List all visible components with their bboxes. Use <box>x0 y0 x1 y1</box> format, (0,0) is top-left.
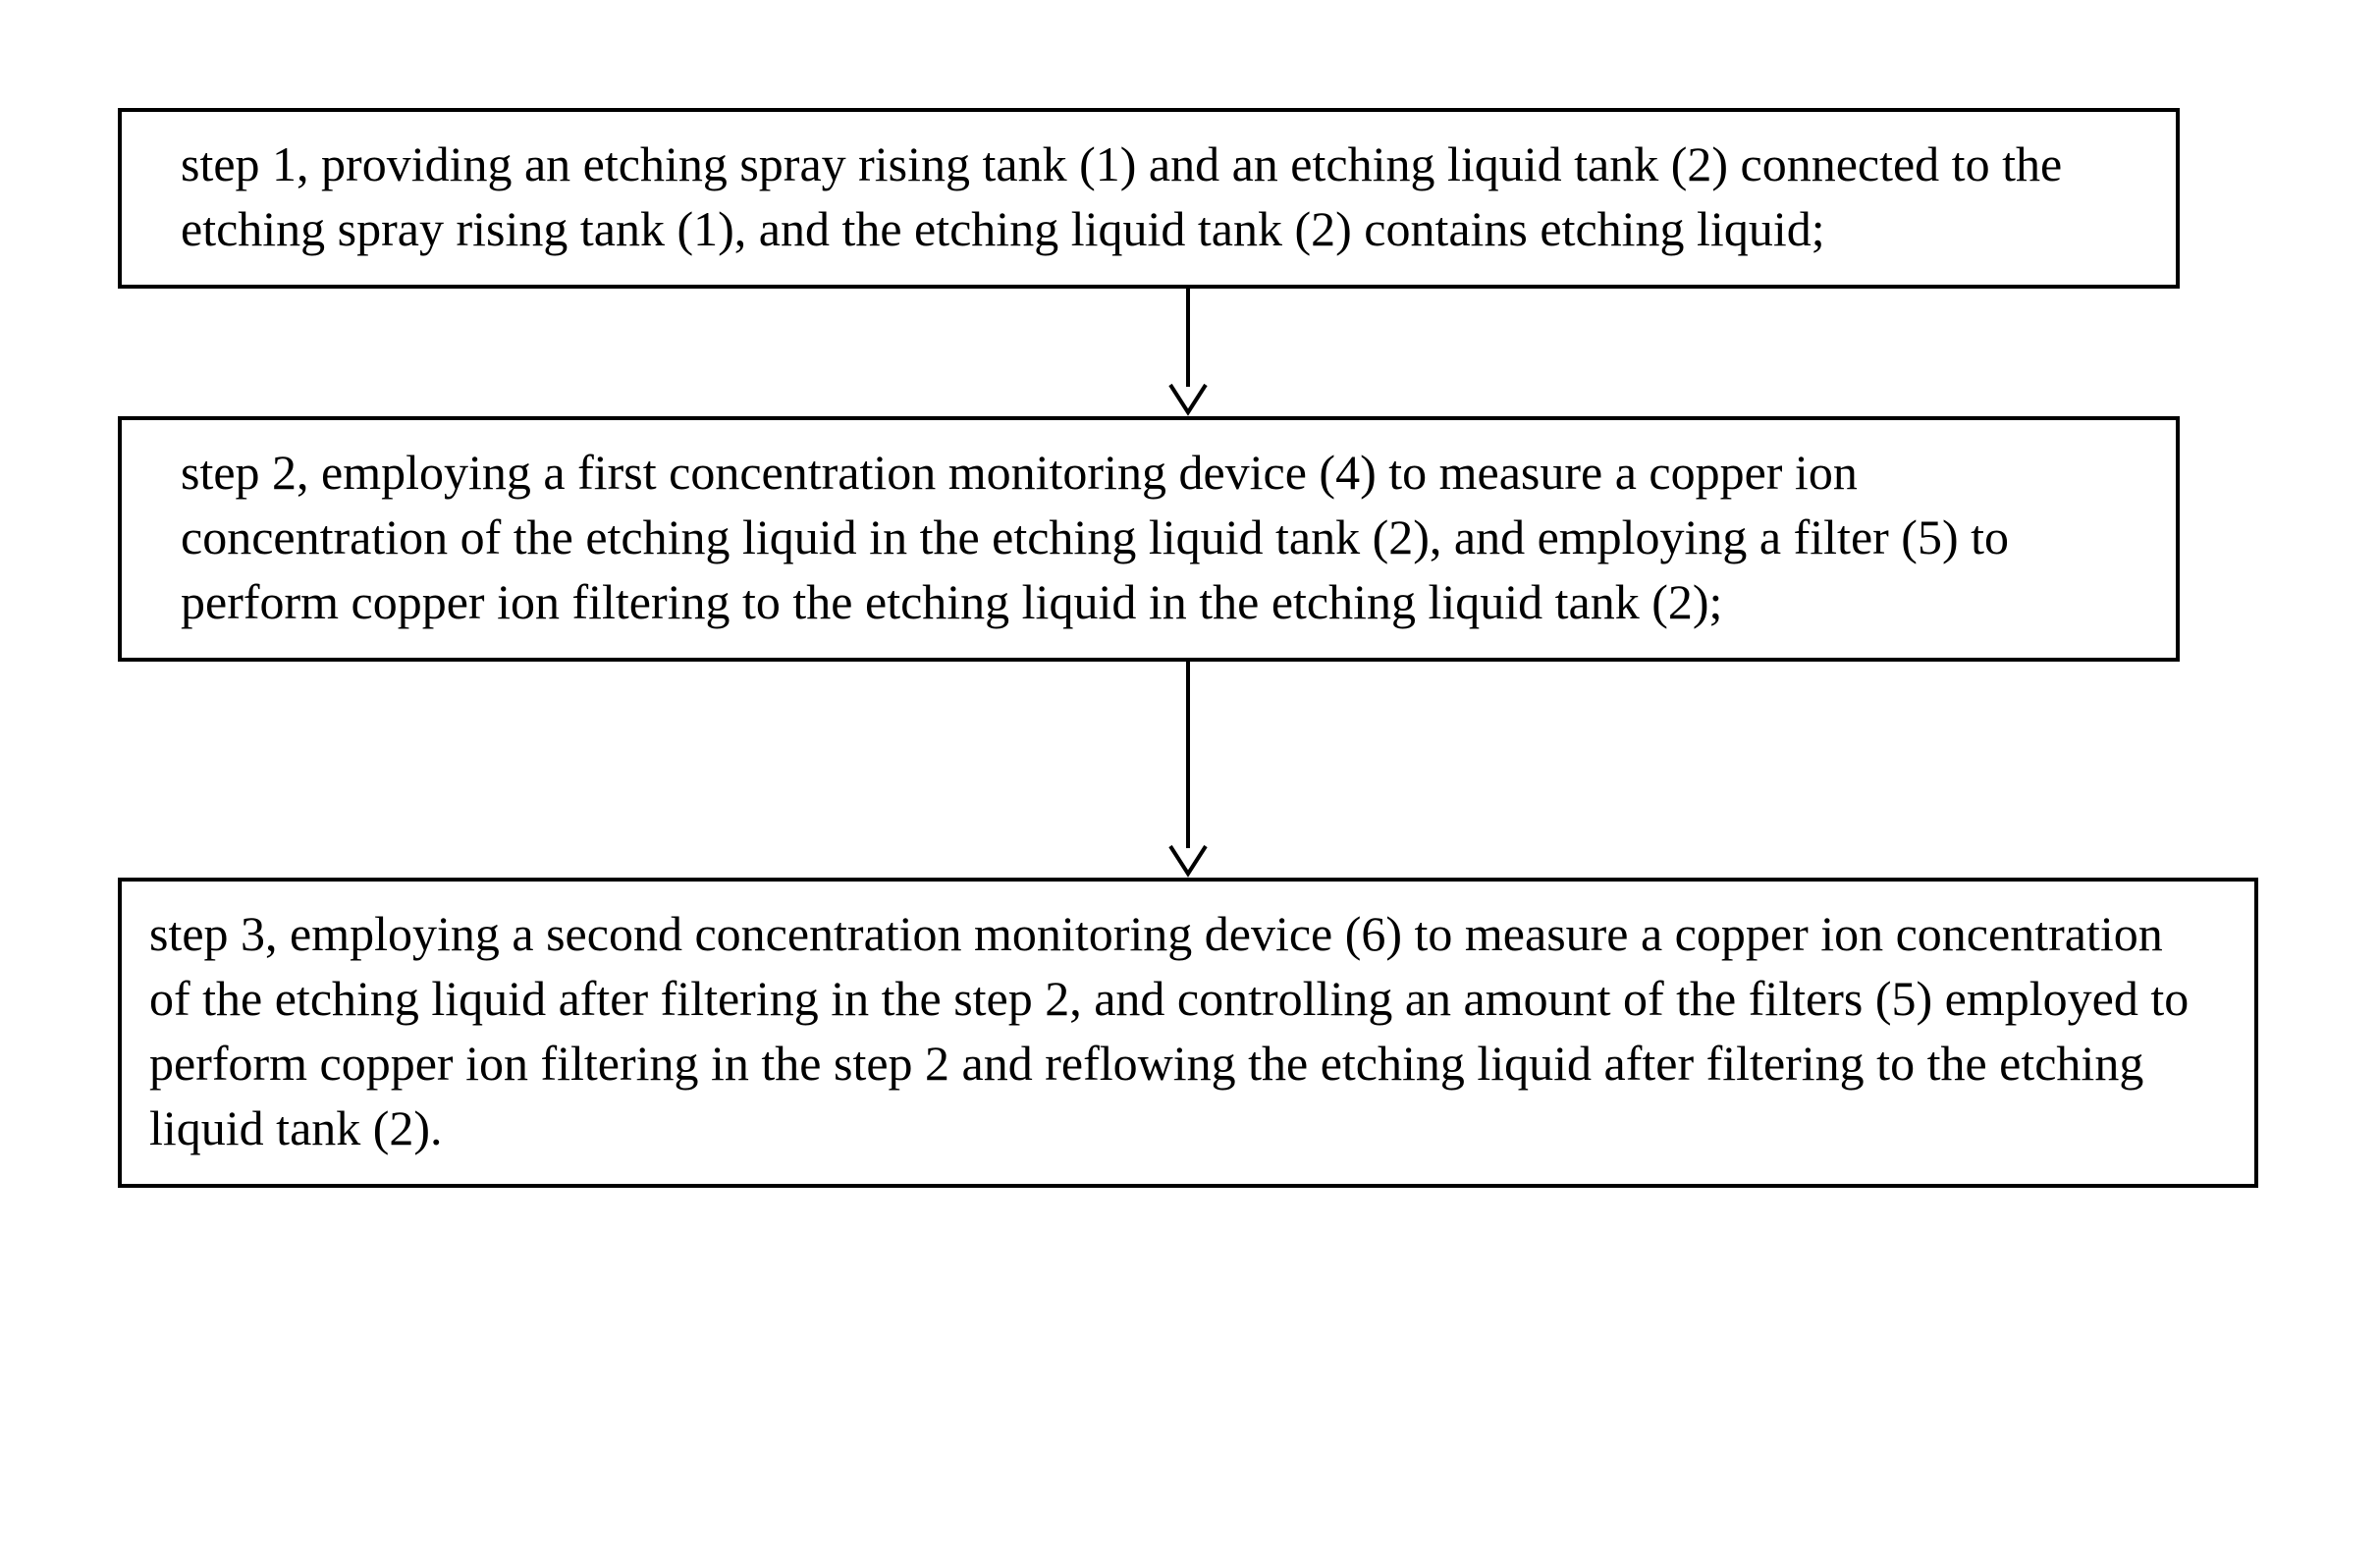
flowchart-step-1: step 1, providing an etching spray risin… <box>118 108 2180 289</box>
arrow-1-to-2 <box>118 289 2258 416</box>
arrow-2-to-3 <box>118 662 2258 878</box>
flowchart-step-3: step 3, employing a second concentration… <box>118 878 2258 1188</box>
flowchart-container: step 1, providing an etching spray risin… <box>118 108 2258 1188</box>
flowchart-step-2: step 2, employing a first concentration … <box>118 416 2180 662</box>
